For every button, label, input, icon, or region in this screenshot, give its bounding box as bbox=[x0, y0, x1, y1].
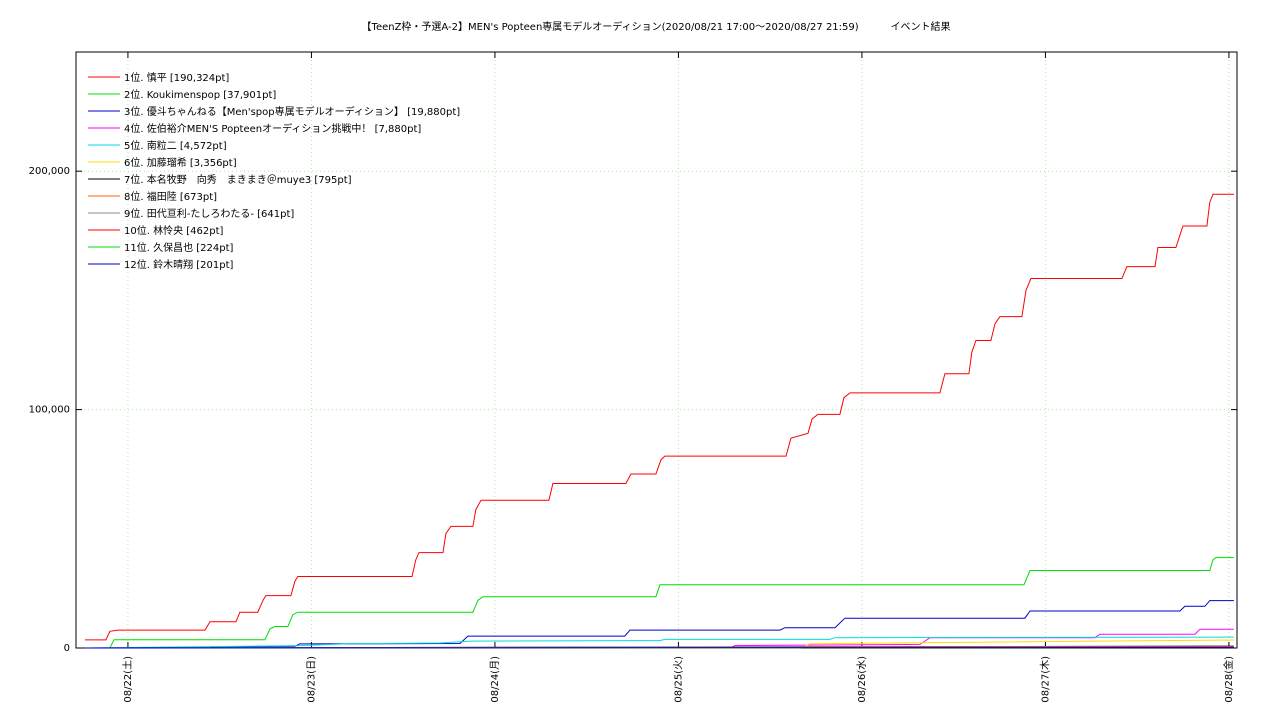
legend-label: 9位. 田代亘利‐たしろわたる‐ [641pt] bbox=[124, 207, 294, 220]
x-tick-label: 08/25(火) bbox=[672, 656, 684, 703]
y-tick-label: 200,000 bbox=[29, 166, 70, 177]
legend-label: 12位. 鈴木晴翔 [201pt] bbox=[124, 258, 234, 271]
x-tick-label: 08/24(月) bbox=[489, 656, 501, 703]
y-tick-label: 100,000 bbox=[29, 405, 70, 416]
x-tick-label: 08/28(金) bbox=[1222, 656, 1235, 703]
series-line bbox=[85, 557, 1234, 649]
x-tick-label: 08/22(土) bbox=[121, 656, 134, 703]
x-tick-label: 08/23(日) bbox=[306, 656, 317, 703]
legend-label: 6位. 加藤瑠希 [3,356pt] bbox=[124, 156, 237, 169]
legend-label: 11位. 久保昌也 [224pt] bbox=[124, 241, 234, 254]
series-line bbox=[84, 647, 1234, 649]
series-line bbox=[85, 193, 1234, 641]
legend-label: 3位. 優斗ちゃんねる【Men'spop専属モデルオーディション】 [19,88… bbox=[124, 105, 460, 118]
y-tick-label: 0 bbox=[64, 643, 70, 654]
legend-label: 5位. 南粒二 [4,572pt] bbox=[124, 139, 227, 152]
x-tick-label: 08/27(木) bbox=[1039, 656, 1051, 703]
legend-label: 10位. 林怜央 [462pt] bbox=[124, 224, 224, 237]
chart-title: 【TeenZ枠・予選A-2】MEN's Popteen専属モデルオーディション(… bbox=[362, 20, 951, 33]
legend-label: 4位. 佐伯裕介MEN'S Popteenオーディション挑戦中！ [7,880p… bbox=[124, 122, 421, 135]
legend-label: 7位. 本名牧野 向秀 まきまき＠muye3 [795pt] bbox=[124, 173, 352, 186]
legend-label: 2位. Koukimenspop [37,901pt] bbox=[124, 88, 276, 101]
legend-label: 1位. 慎平 [190,324pt] bbox=[124, 71, 229, 84]
legend-label: 8位. 福田陸 [673pt] bbox=[124, 190, 217, 203]
series-line bbox=[84, 636, 1234, 649]
x-tick-label: 08/26(水) bbox=[856, 656, 868, 703]
